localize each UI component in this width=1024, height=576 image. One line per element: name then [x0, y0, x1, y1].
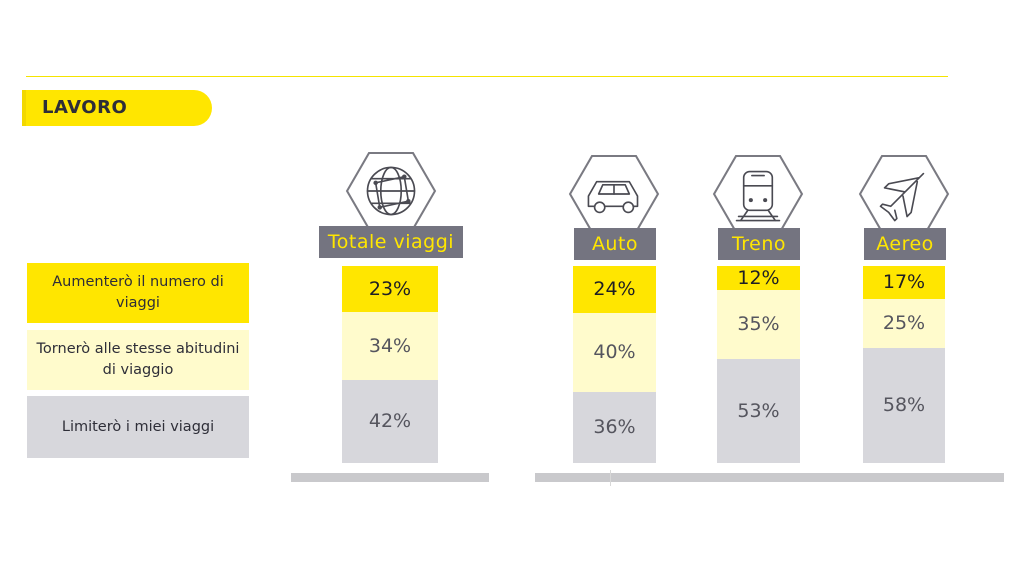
data-label: 23% [368, 277, 412, 300]
category-header: Treno [718, 228, 800, 260]
legend-label: Aumenterò il numero di viaggi [52, 274, 224, 311]
data-label: 17% [882, 271, 926, 293]
data-label: 53% [737, 399, 780, 422]
airplane-icon [858, 155, 950, 233]
legend-label: Limiterò i miei viaggi [61, 418, 215, 435]
base-bar-modes [535, 473, 1004, 482]
data-label: 42% [368, 410, 412, 432]
category-header: Auto [574, 228, 656, 260]
legend-label: Tornerò alle stesse abitudini di viaggio [36, 341, 240, 378]
bar-segment: 17% [863, 266, 945, 299]
bar-segment: 34% [342, 312, 438, 380]
bar-segment: 24% [573, 266, 656, 313]
data-label: 34% [368, 334, 412, 357]
bar-segment: 36% [573, 392, 656, 463]
category-header: Aereo [864, 228, 946, 260]
bar-segment: 40% [573, 313, 656, 392]
car-icon [568, 155, 660, 233]
top-rule [26, 76, 948, 77]
globe-network-icon [345, 152, 437, 230]
bar-segment: 42% [342, 380, 438, 463]
bar-segment: 58% [863, 348, 945, 463]
data-label: 35% [737, 313, 780, 335]
legend-item-3: Limiterò i miei viaggi [27, 396, 249, 458]
data-label: 40% [593, 341, 636, 363]
base-bar-total [291, 473, 489, 482]
train-icon [712, 155, 804, 233]
data-label: 12% [737, 266, 780, 289]
data-label: 36% [593, 416, 636, 438]
legend-item-1: Aumenterò il numero di viaggi [27, 263, 249, 323]
section-title: LAVORO [42, 97, 128, 118]
bar-segment: 12% [717, 266, 800, 290]
group-divider [610, 470, 611, 486]
data-label: 25% [882, 312, 926, 334]
legend-item-2: Tornerò alle stesse abitudini di viaggio [27, 330, 249, 390]
bar-segment: 53% [717, 359, 800, 463]
data-label: 58% [882, 394, 926, 416]
category-header: Totale viaggi [319, 226, 463, 258]
bar-segment: 35% [717, 290, 800, 359]
bar-segment: 23% [342, 266, 438, 312]
bar-segment: 25% [863, 299, 945, 348]
section-tab: LAVORO [22, 90, 212, 126]
data-label: 24% [593, 278, 636, 300]
